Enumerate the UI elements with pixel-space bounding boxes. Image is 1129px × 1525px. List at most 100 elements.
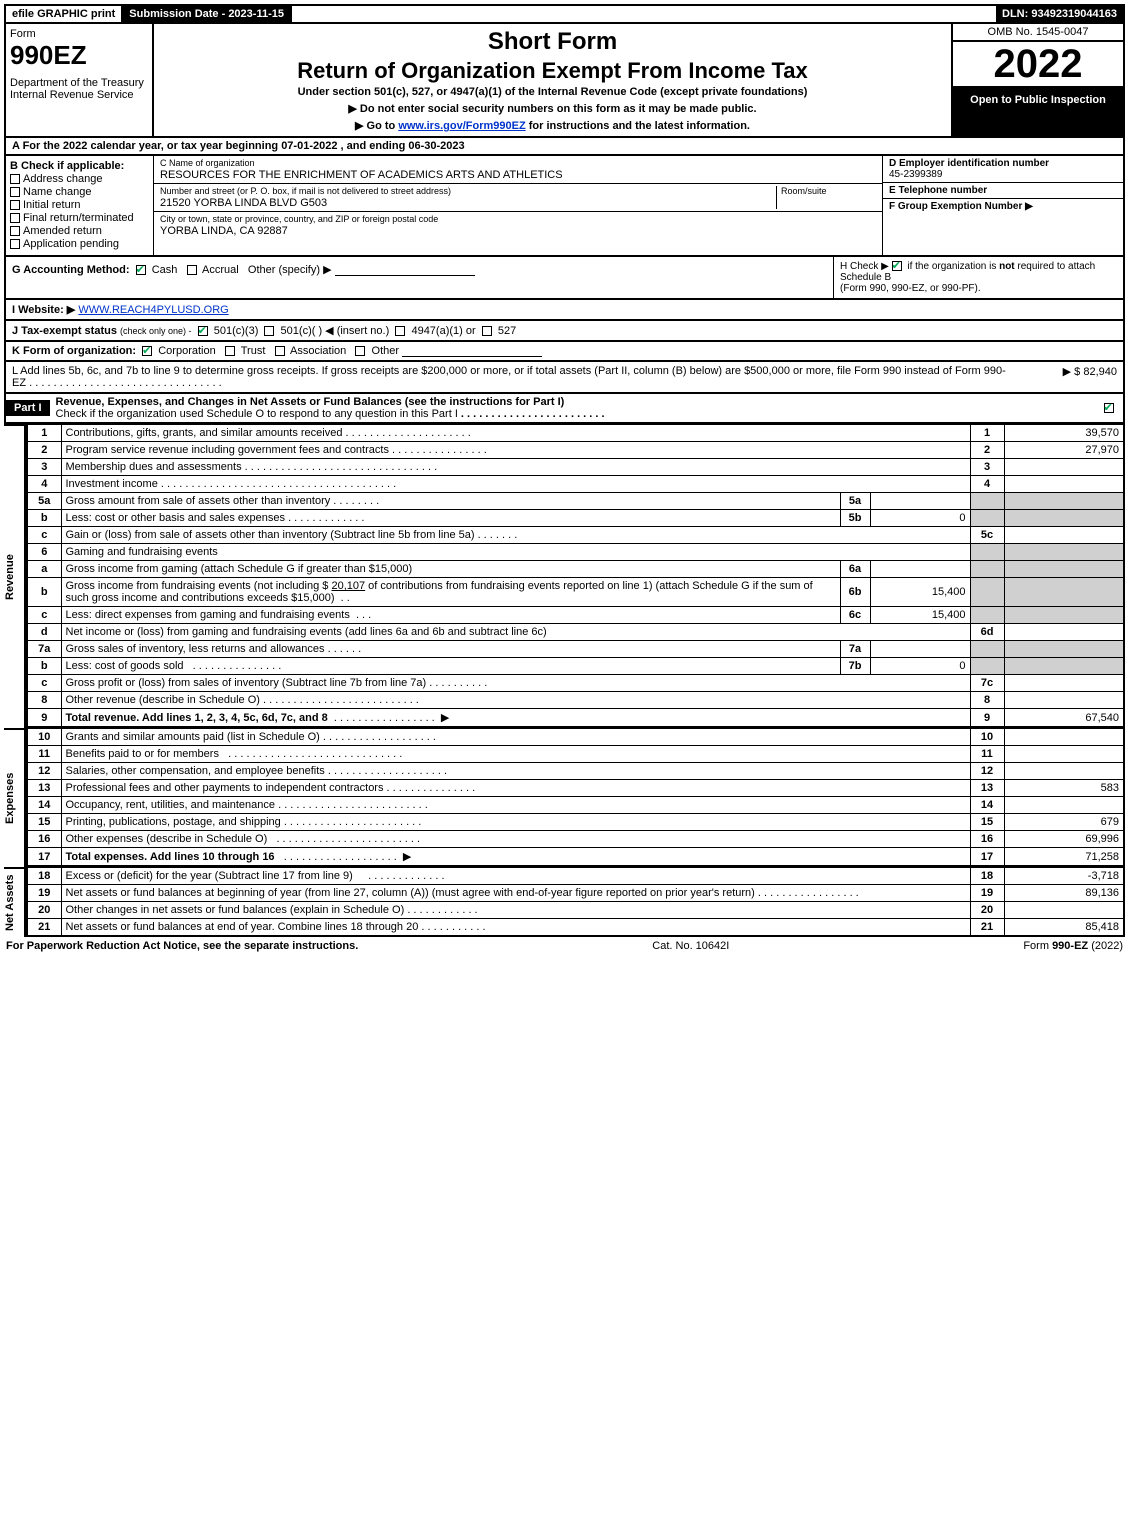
col-b: B Check if applicable: Address change Na…	[6, 156, 154, 255]
line-3: 3Membership dues and assessments . . . .…	[27, 459, 1124, 476]
chk-corporation[interactable]	[142, 346, 152, 356]
line-4: 4Investment income . . . . . . . . . . .…	[27, 476, 1124, 493]
chk-amended-return[interactable]: Amended return	[10, 225, 149, 237]
c-city-row: City or town, state or province, country…	[154, 212, 882, 255]
row-gh: G Accounting Method: Cash Accrual Other …	[4, 257, 1125, 300]
header-right: OMB No. 1545-0047 2022 Open to Public In…	[953, 24, 1123, 136]
line-17: 17Total expenses. Add lines 10 through 1…	[27, 848, 1124, 867]
submission-date-label: Submission Date - 2023-11-15	[129, 8, 284, 20]
line-6a: aGross income from gaming (attach Schedu…	[27, 561, 1124, 578]
chk-final-return[interactable]: Final return/terminated	[10, 212, 149, 224]
dln-cell: DLN: 93492319044163	[996, 6, 1123, 22]
chk-initial-return[interactable]: Initial return	[10, 199, 149, 211]
e-label: E Telephone number	[889, 185, 987, 196]
form-left: Form 990EZ Department of the Treasury In…	[6, 24, 154, 136]
line-6d: dNet income or (loss) from gaming and fu…	[27, 624, 1124, 641]
line-7c: cGross profit or (loss) from sales of in…	[27, 675, 1124, 692]
expenses-vlabel: Expenses	[4, 728, 26, 867]
line-15: 15Printing, publications, postage, and s…	[27, 814, 1124, 831]
j-label: J Tax-exempt status	[12, 325, 117, 337]
netassets-section: Net Assets 18Excess or (deficit) for the…	[4, 867, 1125, 937]
chk-application-pending[interactable]: Application pending	[10, 238, 149, 250]
g-label: G Accounting Method:	[12, 264, 130, 276]
line-6: 6Gaming and fundraising events	[27, 544, 1124, 561]
chk-4947[interactable]	[395, 326, 405, 336]
b-label: B Check if applicable:	[10, 160, 124, 172]
netassets-vlabel: Net Assets	[4, 867, 26, 937]
line-5b: bLess: cost or other basis and sales exp…	[27, 510, 1124, 527]
subtitle: Under section 501(c), 527, or 4947(a)(1)…	[162, 86, 943, 98]
chk-cash[interactable]	[136, 265, 146, 275]
main-title: Return of Organization Exempt From Incom…	[162, 58, 943, 84]
line-21: 21Net assets or fund balances at end of …	[27, 919, 1124, 937]
revenue-vlabel: Revenue	[4, 424, 26, 728]
line-10: 10Grants and similar amounts paid (list …	[27, 729, 1124, 746]
k-label: K Form of organization:	[12, 345, 136, 357]
submission-date-cell: Submission Date - 2023-11-15	[123, 6, 292, 22]
chk-association[interactable]	[275, 346, 285, 356]
revenue-section: Revenue 1Contributions, gifts, grants, a…	[4, 424, 1125, 728]
col-g: G Accounting Method: Cash Accrual Other …	[6, 257, 833, 298]
chk-527[interactable]	[482, 326, 492, 336]
tax-year: 2022	[953, 42, 1123, 88]
bullet-2: ▶ Go to www.irs.gov/Form990EZ for instru…	[162, 119, 943, 132]
header-center: Short Form Return of Organization Exempt…	[154, 24, 953, 136]
line-5c: cGain or (loss) from sale of assets othe…	[27, 527, 1124, 544]
netassets-table: 18Excess or (deficit) for the year (Subt…	[26, 867, 1125, 937]
chk-501c3[interactable]	[198, 326, 208, 336]
c-name-label: C Name of organization	[160, 158, 255, 168]
website-link[interactable]: WWW.REACH4PYLUSD.ORG	[78, 304, 228, 316]
row-j: J Tax-exempt status (check only one) - 5…	[4, 321, 1125, 342]
line-14: 14Occupancy, rent, utilities, and mainte…	[27, 797, 1124, 814]
open-inspection: Open to Public Inspection	[953, 88, 1123, 136]
revenue-table: 1Contributions, gifts, grants, and simil…	[26, 424, 1125, 728]
e-row: E Telephone number	[883, 183, 1123, 199]
chk-501c[interactable]	[264, 326, 274, 336]
dept-label: Department of the Treasury Internal Reve…	[10, 77, 148, 101]
line-18: 18Excess or (deficit) for the year (Subt…	[27, 868, 1124, 885]
line-8: 8Other revenue (describe in Schedule O) …	[27, 692, 1124, 709]
i-label: I Website: ▶	[12, 304, 75, 316]
top-bar: efile GRAPHIC print Submission Date - 20…	[4, 4, 1125, 24]
c-street-row: Number and street (or P. O. box, if mail…	[154, 184, 882, 212]
bullet-2-pre: ▶ Go to	[355, 120, 398, 132]
part-i-header: Part I Revenue, Expenses, and Changes in…	[4, 394, 1125, 424]
line-6c: cLess: direct expenses from gaming and f…	[27, 607, 1124, 624]
other-org-input[interactable]	[402, 345, 542, 357]
chk-schedule-b[interactable]	[892, 261, 902, 271]
chk-accrual[interactable]	[187, 265, 197, 275]
page-footer: For Paperwork Reduction Act Notice, see …	[4, 937, 1125, 955]
footer-mid: Cat. No. 10642I	[652, 940, 729, 952]
org-city: YORBA LINDA, CA 92887	[160, 225, 288, 237]
expenses-table: 10Grants and similar amounts paid (list …	[26, 728, 1125, 867]
line-6b: bGross income from fundraising events (n…	[27, 578, 1124, 607]
irs-link[interactable]: www.irs.gov/Form990EZ	[398, 120, 525, 132]
efile-label: efile GRAPHIC print	[12, 8, 115, 20]
d-row: D Employer identification number 45-2399…	[883, 156, 1123, 183]
short-form-title: Short Form	[162, 28, 943, 56]
bullet-2-post: for instructions and the latest informat…	[526, 120, 750, 132]
line-5a: 5aGross amount from sale of assets other…	[27, 493, 1124, 510]
line-7a: 7aGross sales of inventory, less returns…	[27, 641, 1124, 658]
f-row: F Group Exemption Number ▶	[883, 199, 1123, 255]
c-room-label: Room/suite	[781, 186, 827, 196]
line-1: 1Contributions, gifts, grants, and simil…	[27, 425, 1124, 442]
chk-address-change[interactable]: Address change	[10, 173, 149, 185]
line-11: 11Benefits paid to or for members . . . …	[27, 746, 1124, 763]
chk-trust[interactable]	[225, 346, 235, 356]
chk-schedule-o[interactable]	[1104, 403, 1114, 413]
col-c: C Name of organization RESOURCES FOR THE…	[154, 156, 883, 255]
chk-name-change[interactable]: Name change	[10, 186, 149, 198]
footer-right: Form Form 990-EZ (2022)990-EZ (2022)	[1023, 940, 1123, 952]
line-9: 9Total revenue. Add lines 1, 2, 3, 4, 5c…	[27, 709, 1124, 728]
line-2: 2Program service revenue including gover…	[27, 442, 1124, 459]
org-name: RESOURCES FOR THE ENRICHMENT OF ACADEMIC…	[160, 169, 563, 181]
line-16: 16Other expenses (describe in Schedule O…	[27, 831, 1124, 848]
line-12: 12Salaries, other compensation, and empl…	[27, 763, 1124, 780]
row-l: L Add lines 5b, 6c, and 7b to line 9 to …	[4, 362, 1125, 394]
expenses-section: Expenses 10Grants and similar amounts pa…	[4, 728, 1125, 867]
chk-other-org[interactable]	[355, 346, 365, 356]
row-k: K Form of organization: Corporation Trus…	[4, 342, 1125, 362]
part-i-label: Part I	[6, 400, 50, 416]
other-specify-input[interactable]	[335, 264, 475, 276]
